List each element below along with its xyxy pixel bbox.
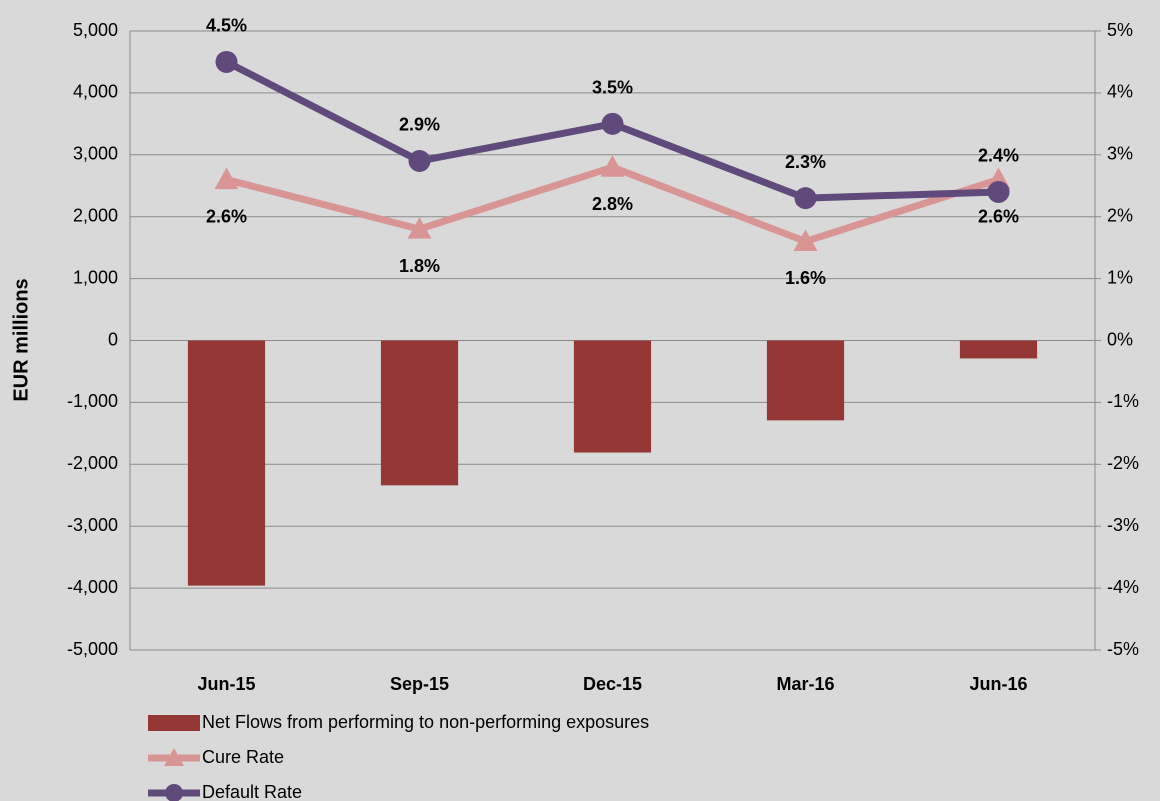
marker	[601, 112, 624, 135]
marker	[408, 149, 431, 172]
y-tick-label: 2,000	[73, 205, 118, 225]
marker	[987, 180, 1010, 203]
data-label: 2.9%	[399, 115, 440, 135]
bar	[766, 340, 845, 421]
data-label: 3.5%	[592, 78, 633, 98]
data-label: 1.6%	[785, 268, 826, 288]
marker	[794, 187, 817, 210]
bar	[380, 340, 459, 486]
marker	[600, 155, 625, 177]
bar	[959, 340, 1038, 359]
legend-swatch	[148, 715, 200, 731]
y-tick-label: 1,000	[73, 267, 118, 287]
y2-tick-label: 1%	[1107, 267, 1133, 287]
y2-tick-label: 0%	[1107, 329, 1133, 349]
legend-marker	[165, 784, 183, 801]
y-tick-label: 0	[108, 329, 118, 349]
y-tick-label: -5,000	[67, 639, 118, 659]
x-tick-label: Dec-15	[583, 674, 642, 694]
legend-marker	[164, 748, 184, 766]
bar	[187, 340, 266, 586]
x-tick-label: Sep-15	[390, 674, 449, 694]
bar	[573, 340, 652, 453]
y2-tick-label: 3%	[1107, 144, 1133, 164]
y-tick-label: -3,000	[67, 515, 118, 535]
legend-label: Default Rate	[202, 782, 302, 801]
y-tick-label: -2,000	[67, 453, 118, 473]
x-tick-label: Jun-16	[969, 674, 1027, 694]
y-axis-title: EUR millions	[10, 278, 32, 401]
data-label: 2.4%	[978, 146, 1019, 166]
x-tick-label: Jun-15	[197, 674, 255, 694]
x-tick-label: Mar-16	[776, 674, 834, 694]
y2-tick-label: -4%	[1107, 577, 1139, 597]
y2-tick-label: 2%	[1107, 205, 1133, 225]
y2-tick-label: -2%	[1107, 453, 1139, 473]
y-tick-label: 3,000	[73, 144, 118, 164]
data-label: 2.6%	[978, 206, 1019, 226]
y2-tick-label: -3%	[1107, 515, 1139, 535]
data-label: 1.8%	[399, 256, 440, 276]
legend-label: Cure Rate	[202, 747, 284, 767]
data-label: 2.6%	[206, 206, 247, 226]
y-tick-label: 4,000	[73, 82, 118, 102]
marker	[214, 167, 239, 190]
y-tick-label: 5,000	[73, 20, 118, 40]
y2-tick-label: -5%	[1107, 639, 1139, 659]
y2-tick-label: 4%	[1107, 82, 1133, 102]
marker	[793, 229, 818, 252]
data-label: 2.3%	[785, 152, 826, 172]
marker	[215, 50, 238, 73]
legend-label: Net Flows from performing to non-perform…	[202, 712, 649, 732]
data-label: 2.8%	[592, 194, 633, 214]
y2-tick-label: -1%	[1107, 391, 1139, 411]
y2-tick-label: 5%	[1107, 20, 1133, 40]
y-tick-label: -1,000	[67, 391, 118, 411]
marker	[407, 217, 432, 239]
data-label: 4.5%	[206, 16, 247, 36]
y-tick-label: -4,000	[67, 577, 118, 597]
